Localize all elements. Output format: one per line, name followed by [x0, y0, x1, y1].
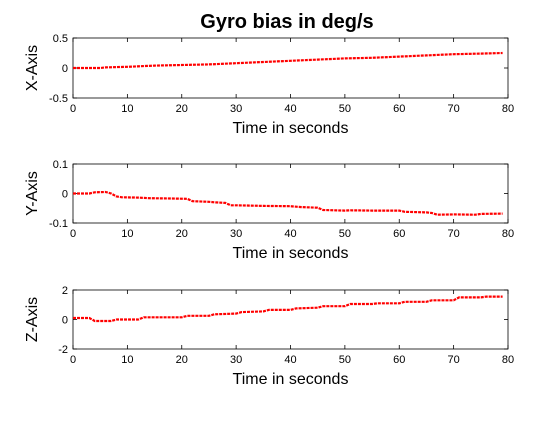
y-axis-label: Y-Axis: [24, 171, 41, 216]
y-tick-label: -0.5: [49, 93, 68, 105]
y-tick-label: 0.1: [53, 159, 68, 171]
x-tick-label: 30: [230, 354, 242, 366]
x-tick-label: 20: [176, 354, 188, 366]
x-tick-label: 70: [448, 354, 460, 366]
x-tick-label: 60: [393, 228, 405, 240]
x-tick-label: 0: [70, 103, 76, 115]
y-axis-label: X-Axis: [24, 45, 41, 91]
x-tick-label: 40: [284, 103, 296, 115]
x-axis-label: Time in seconds: [233, 371, 349, 388]
series-line: [73, 51, 503, 70]
x-tick-label: 20: [176, 103, 188, 115]
x-tick-label: 50: [339, 228, 351, 240]
y-tick-label: 0.5: [53, 33, 68, 45]
x-tick-label: 60: [393, 103, 405, 115]
x-tick-label: 50: [339, 103, 351, 115]
x-tick-label: 40: [284, 354, 296, 366]
x-axis-label: Time in seconds: [233, 120, 349, 137]
plot-area: [72, 37, 509, 99]
x-tick-label: 30: [230, 228, 242, 240]
x-tick-label: 40: [284, 228, 296, 240]
x-tick-label: 0: [70, 228, 76, 240]
x-tick-label: 80: [502, 103, 514, 115]
x-tick-label: 80: [502, 354, 514, 366]
series-line: [73, 295, 503, 323]
y-axis-label: Z-Axis: [24, 297, 41, 342]
x-tick-label: 80: [502, 228, 514, 240]
x-tick-label: 70: [448, 228, 460, 240]
y-tick-label: 0: [62, 63, 68, 75]
y-tick-label: -2: [58, 344, 68, 356]
x-tick-label: 0: [70, 354, 76, 366]
x-tick-label: 50: [339, 354, 351, 366]
x-tick-label: 60: [393, 354, 405, 366]
x-tick-label: 30: [230, 103, 242, 115]
x-tick-label: 70: [448, 103, 460, 115]
figure-title: Gyro bias in deg/s: [200, 11, 373, 33]
series-line: [73, 190, 503, 216]
y-tick-label: 0: [62, 315, 68, 327]
y-tick-label: 2: [62, 285, 68, 297]
x-tick-label: 10: [121, 228, 133, 240]
x-tick-label: 10: [121, 354, 133, 366]
x-axis-label: Time in seconds: [233, 245, 349, 262]
x-tick-label: 20: [176, 228, 188, 240]
y-tick-label: -0.1: [49, 218, 68, 230]
y-tick-label: 0: [62, 189, 68, 201]
x-tick-label: 10: [121, 103, 133, 115]
